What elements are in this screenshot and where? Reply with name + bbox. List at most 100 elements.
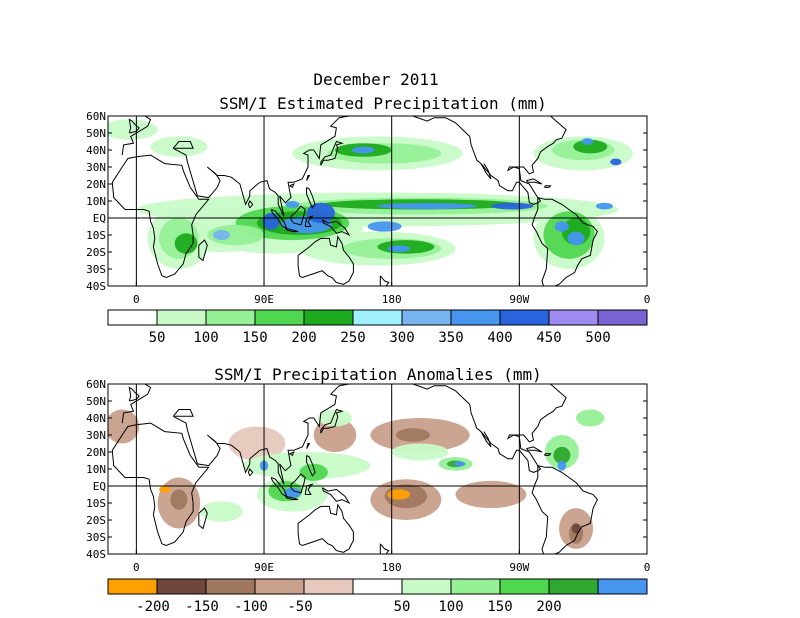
coastline — [321, 487, 351, 505]
colorbar-swatch — [401, 309, 452, 326]
coastline — [320, 408, 344, 434]
coastline — [412, 384, 567, 473]
y-tick-label: 20S — [86, 514, 106, 527]
coastline — [526, 446, 543, 453]
colorbar-label: 100 — [438, 599, 463, 615]
precip-region — [391, 443, 449, 461]
coastline — [284, 495, 299, 501]
precip-region — [200, 501, 243, 522]
coastline — [247, 468, 254, 477]
colorbar-label: 500 — [585, 330, 610, 346]
coastline — [304, 483, 314, 495]
coastline — [412, 116, 567, 205]
coastline — [480, 431, 492, 448]
colorbar-swatch — [450, 309, 501, 326]
y-tick-label: 60N — [86, 110, 106, 123]
colorbar-swatch — [107, 578, 158, 595]
coastline — [544, 453, 552, 456]
panel2-title: SSM/I Precipitation Anomalies (mm) — [214, 365, 542, 384]
x-tick-label: 0 — [644, 561, 651, 574]
y-tick-label: 10N — [86, 463, 106, 476]
precip-region — [454, 461, 466, 467]
coastline — [105, 108, 116, 111]
precip-region — [554, 221, 569, 232]
precip-region — [317, 409, 352, 427]
colorbar-label: 150 — [242, 330, 267, 346]
colorbar-label: 450 — [536, 330, 561, 346]
coastline — [111, 422, 210, 547]
y-tick-label: 60N — [86, 378, 106, 391]
coastline — [172, 141, 194, 149]
y-tick-label: 10S — [86, 229, 106, 242]
coastline — [306, 186, 316, 209]
x-tick-label: 180 — [382, 293, 402, 306]
y-tick-label: EQ — [93, 212, 106, 225]
colorbar-label: 200 — [291, 330, 316, 346]
precip-region — [108, 119, 158, 140]
colorbar-label: 200 — [536, 599, 561, 615]
figure-title: December 2011 — [313, 70, 438, 89]
colorbar-label: 150 — [487, 599, 512, 615]
precip-region — [595, 202, 613, 210]
y-tick-label: 30N — [86, 161, 106, 174]
y-tick-label: 50N — [86, 395, 106, 408]
coastline — [320, 140, 344, 166]
coastline — [531, 465, 598, 554]
coastline — [306, 454, 316, 477]
x-tick-label: 90W — [509, 293, 529, 306]
precip-region — [573, 139, 608, 154]
colorbar-swatch — [156, 309, 207, 326]
coastline — [198, 239, 208, 262]
precip-region — [170, 489, 188, 510]
colorbar-swatch — [401, 578, 452, 595]
coastline — [121, 384, 152, 424]
panel-anomalies: 60N 50N 40N 30N 20N 10N EQ 10S 20S 30S 40S 0 90E 180 9… — [86, 378, 651, 574]
coastline — [172, 409, 194, 417]
precip-region — [306, 202, 335, 224]
coastline — [379, 543, 390, 554]
precip-region — [387, 245, 411, 253]
precip-region — [395, 428, 430, 442]
coastline — [304, 215, 314, 227]
coastline — [306, 175, 311, 181]
colorbar-swatch — [499, 309, 550, 326]
precip-region — [299, 463, 328, 481]
colorbar-label: 100 — [193, 330, 218, 346]
colorbar-label: 350 — [438, 330, 463, 346]
colorbar-swatch — [450, 578, 501, 595]
coastline — [297, 503, 354, 553]
coastline — [172, 116, 350, 217]
precip-region — [313, 418, 357, 452]
colorbar-swatch — [597, 309, 648, 326]
precip-region — [557, 460, 567, 471]
y-tick-label: 40S — [86, 280, 106, 293]
coastline — [121, 116, 152, 156]
coastline — [270, 209, 288, 230]
x-tick-label: 180 — [382, 561, 402, 574]
precip-region — [174, 233, 198, 254]
coastline — [544, 185, 552, 188]
y-tick-label: 20S — [86, 246, 106, 259]
colorbar-swatch — [548, 309, 599, 326]
coastlines — [111, 384, 598, 554]
coastline — [297, 235, 354, 285]
coastline — [569, 384, 581, 385]
colorbar-anomalies: -200 -150 -100 -50 50 100 150 200 — [107, 578, 648, 615]
precip-region — [581, 138, 594, 145]
coastline — [531, 197, 598, 286]
precip-region — [490, 202, 534, 210]
y-tick-label: 20N — [86, 446, 106, 459]
colorbar-swatch — [352, 578, 403, 595]
coastline — [270, 477, 288, 498]
coastline — [289, 183, 295, 189]
precip-region — [567, 231, 585, 246]
colorbar-label: -100 — [234, 599, 268, 615]
precip-region — [285, 201, 300, 208]
precip-region — [571, 523, 581, 534]
precip-field — [108, 384, 647, 554]
coastline — [569, 116, 581, 117]
precip-region — [351, 146, 375, 154]
coastline — [480, 163, 492, 180]
x-tick-label: 0 — [133, 561, 140, 574]
